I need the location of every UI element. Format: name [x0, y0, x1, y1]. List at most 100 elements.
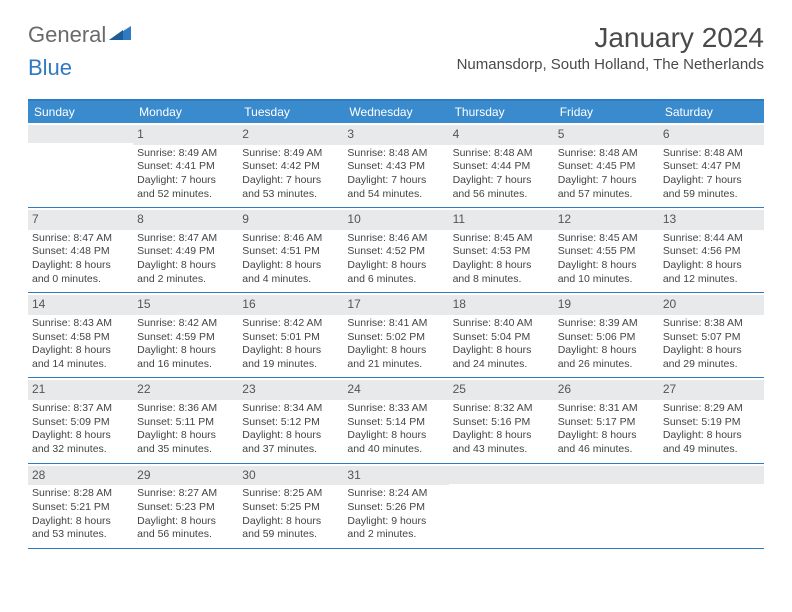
day-detail-line: Sunrise: 8:48 AM: [558, 147, 655, 161]
day-detail-line: and 59 minutes.: [663, 188, 760, 202]
day-number: 19: [554, 295, 659, 315]
day-number: 26: [554, 380, 659, 400]
day-detail-line: Sunrise: 8:49 AM: [242, 147, 339, 161]
day-number: [28, 125, 133, 143]
day-detail-line: Daylight: 7 hours: [242, 174, 339, 188]
day-detail-line: Sunrise: 8:45 AM: [453, 232, 550, 246]
day-detail-line: Sunrise: 8:39 AM: [558, 317, 655, 331]
day-cell: 12Sunrise: 8:45 AMSunset: 4:55 PMDayligh…: [554, 208, 659, 292]
day-detail-line: Sunset: 4:52 PM: [347, 245, 444, 259]
day-detail-line: and 10 minutes.: [558, 273, 655, 287]
day-number: 4: [449, 125, 554, 145]
day-detail-line: Sunset: 5:06 PM: [558, 331, 655, 345]
day-detail-line: Daylight: 8 hours: [242, 259, 339, 273]
day-number: [554, 466, 659, 484]
day-detail-line: Sunrise: 8:48 AM: [453, 147, 550, 161]
day-detail-line: Sunrise: 8:44 AM: [663, 232, 760, 246]
day-cell: 14Sunrise: 8:43 AMSunset: 4:58 PMDayligh…: [28, 293, 133, 377]
day-detail-line: and 53 minutes.: [242, 188, 339, 202]
day-detail-line: Sunrise: 8:46 AM: [347, 232, 444, 246]
dow-thursday: Thursday: [449, 101, 554, 123]
day-detail-line: and 56 minutes.: [453, 188, 550, 202]
day-cell: 30Sunrise: 8:25 AMSunset: 5:25 PMDayligh…: [238, 464, 343, 548]
day-number: 9: [238, 210, 343, 230]
day-detail-line: Sunrise: 8:28 AM: [32, 487, 129, 501]
day-cell: 18Sunrise: 8:40 AMSunset: 5:04 PMDayligh…: [449, 293, 554, 377]
day-detail-line: Sunset: 4:58 PM: [32, 331, 129, 345]
day-number: [659, 466, 764, 484]
day-detail-line: Sunset: 4:43 PM: [347, 160, 444, 174]
day-detail-line: Daylight: 8 hours: [347, 344, 444, 358]
week-row: 1Sunrise: 8:49 AMSunset: 4:41 PMDaylight…: [28, 123, 764, 208]
day-number: 23: [238, 380, 343, 400]
day-detail-line: Sunrise: 8:34 AM: [242, 402, 339, 416]
day-number: 14: [28, 295, 133, 315]
day-number: 15: [133, 295, 238, 315]
day-number: 28: [28, 466, 133, 486]
day-detail-line: Sunrise: 8:48 AM: [347, 147, 444, 161]
day-detail-line: Sunrise: 8:43 AM: [32, 317, 129, 331]
day-cell: 31Sunrise: 8:24 AMSunset: 5:26 PMDayligh…: [343, 464, 448, 548]
day-detail-line: Daylight: 8 hours: [242, 515, 339, 529]
day-detail-line: Daylight: 7 hours: [347, 174, 444, 188]
day-detail-line: Sunset: 5:09 PM: [32, 416, 129, 430]
title-block: January 2024 Numansdorp, South Holland, …: [457, 22, 764, 73]
day-detail-line: Daylight: 8 hours: [137, 429, 234, 443]
day-detail-line: Sunrise: 8:48 AM: [663, 147, 760, 161]
calendar-page: General January 2024 Numansdorp, South H…: [0, 0, 792, 571]
day-detail-line: and 59 minutes.: [242, 528, 339, 542]
day-detail-line: and 19 minutes.: [242, 358, 339, 372]
day-cell: 26Sunrise: 8:31 AMSunset: 5:17 PMDayligh…: [554, 378, 659, 462]
day-cell: 20Sunrise: 8:38 AMSunset: 5:07 PMDayligh…: [659, 293, 764, 377]
day-number: 1: [133, 125, 238, 145]
day-detail-line: Sunset: 4:49 PM: [137, 245, 234, 259]
location-subtitle: Numansdorp, South Holland, The Netherlan…: [457, 56, 764, 73]
day-detail-line: Daylight: 8 hours: [137, 515, 234, 529]
day-number: 11: [449, 210, 554, 230]
day-detail-line: Sunset: 5:23 PM: [137, 501, 234, 515]
day-detail-line: Daylight: 8 hours: [242, 344, 339, 358]
day-detail-line: Sunset: 5:25 PM: [242, 501, 339, 515]
day-detail-line: Sunrise: 8:31 AM: [558, 402, 655, 416]
day-detail-line: and 46 minutes.: [558, 443, 655, 457]
day-detail-line: Daylight: 7 hours: [137, 174, 234, 188]
day-number: 17: [343, 295, 448, 315]
day-detail-line: Daylight: 8 hours: [558, 344, 655, 358]
dow-wednesday: Wednesday: [343, 101, 448, 123]
day-detail-line: and 0 minutes.: [32, 273, 129, 287]
week-row: 28Sunrise: 8:28 AMSunset: 5:21 PMDayligh…: [28, 464, 764, 549]
day-detail-line: Daylight: 8 hours: [663, 344, 760, 358]
day-detail-line: Daylight: 8 hours: [453, 429, 550, 443]
day-detail-line: and 29 minutes.: [663, 358, 760, 372]
day-detail-line: and 2 minutes.: [137, 273, 234, 287]
day-number: 5: [554, 125, 659, 145]
day-cell: 27Sunrise: 8:29 AMSunset: 5:19 PMDayligh…: [659, 378, 764, 462]
day-detail-line: and 49 minutes.: [663, 443, 760, 457]
dow-friday: Friday: [554, 101, 659, 123]
day-detail-line: Sunset: 4:47 PM: [663, 160, 760, 174]
day-detail-line: Daylight: 8 hours: [137, 344, 234, 358]
day-detail-line: Sunset: 5:16 PM: [453, 416, 550, 430]
day-cell: 3Sunrise: 8:48 AMSunset: 4:43 PMDaylight…: [343, 123, 448, 207]
day-detail-line: Daylight: 8 hours: [32, 259, 129, 273]
day-detail-line: Sunrise: 8:38 AM: [663, 317, 760, 331]
day-detail-line: Sunset: 4:53 PM: [453, 245, 550, 259]
day-cell: 28Sunrise: 8:28 AMSunset: 5:21 PMDayligh…: [28, 464, 133, 548]
day-detail-line: and 24 minutes.: [453, 358, 550, 372]
day-detail-line: Daylight: 7 hours: [558, 174, 655, 188]
day-detail-line: and 2 minutes.: [347, 528, 444, 542]
day-number: 24: [343, 380, 448, 400]
day-detail-line: Sunset: 4:42 PM: [242, 160, 339, 174]
day-detail-line: Daylight: 8 hours: [347, 429, 444, 443]
day-detail-line: Sunset: 4:45 PM: [558, 160, 655, 174]
day-detail-line: Sunrise: 8:47 AM: [137, 232, 234, 246]
day-detail-line: and 37 minutes.: [242, 443, 339, 457]
day-detail-line: Daylight: 8 hours: [242, 429, 339, 443]
day-detail-line: Daylight: 8 hours: [32, 515, 129, 529]
day-detail-line: Sunset: 4:55 PM: [558, 245, 655, 259]
day-detail-line: Sunrise: 8:46 AM: [242, 232, 339, 246]
calendar-grid: Sunday Monday Tuesday Wednesday Thursday…: [28, 99, 764, 549]
day-cell: [554, 464, 659, 548]
day-number: 21: [28, 380, 133, 400]
day-detail-line: Daylight: 8 hours: [558, 429, 655, 443]
